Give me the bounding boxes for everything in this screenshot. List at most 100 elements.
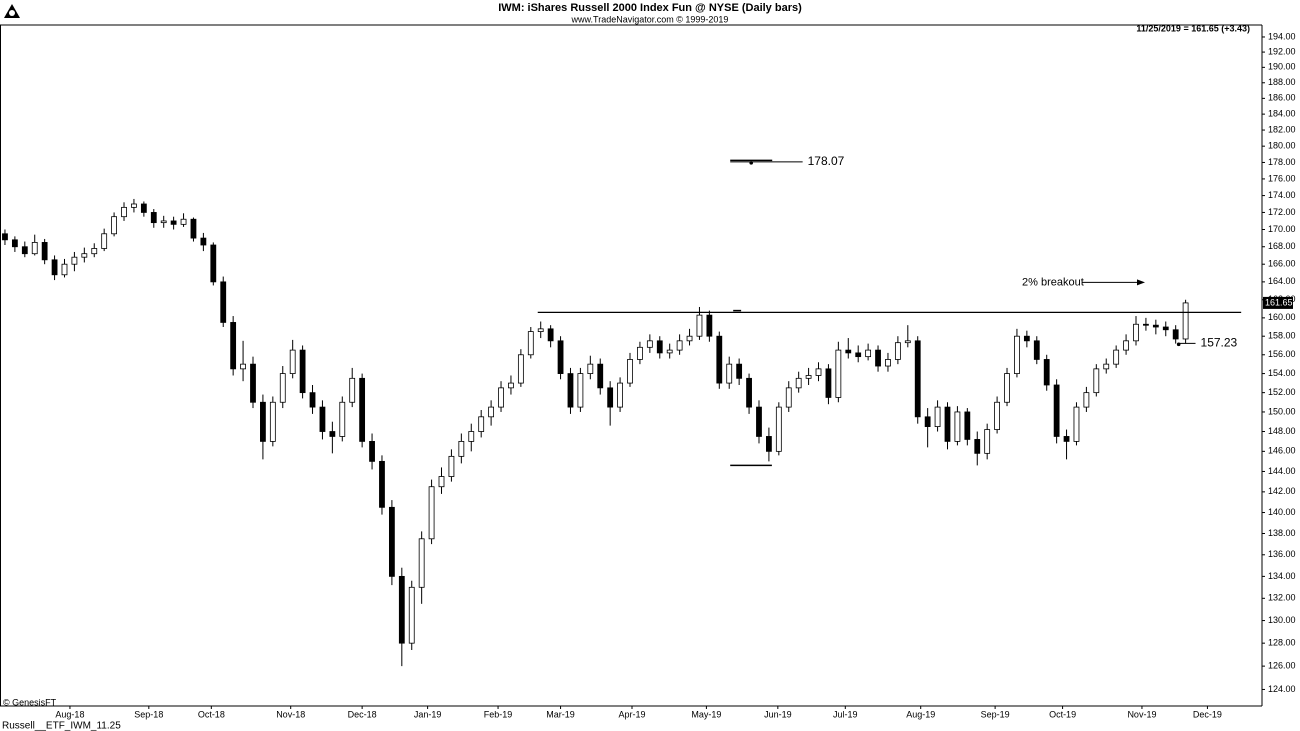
level-dot — [749, 161, 754, 165]
candle-body — [1123, 340, 1129, 351]
y-tick-label: 172.00 — [1268, 207, 1296, 217]
y-tick-label: 128.00 — [1268, 638, 1296, 648]
candle-body — [1133, 323, 1139, 342]
candle-body — [210, 244, 217, 283]
candle-body — [994, 401, 1000, 430]
candle-body — [478, 416, 485, 432]
candle-body — [91, 248, 98, 255]
x-tick-label: Dec-19 — [1193, 709, 1222, 719]
candle-body — [855, 352, 862, 358]
candle-body — [627, 359, 633, 384]
candle-body — [517, 354, 524, 384]
x-tick-label: Feb-19 — [484, 709, 513, 719]
candle-body — [1004, 373, 1010, 403]
candle-body — [785, 387, 792, 408]
y-tick-label: 154.00 — [1268, 368, 1296, 378]
candle-body — [150, 212, 157, 224]
candle-body — [498, 387, 504, 408]
y-tick-label: 178.00 — [1268, 157, 1296, 167]
x-tick-label: Dec-18 — [348, 709, 377, 719]
candle-body — [131, 203, 137, 208]
candle-body — [1053, 384, 1060, 437]
candle-body — [914, 340, 921, 418]
x-tick-label: Aug-19 — [906, 709, 935, 719]
candle-body — [438, 476, 445, 488]
candle-body — [458, 441, 465, 457]
candle-body — [934, 406, 941, 428]
candle-body — [1073, 406, 1080, 442]
candle-body — [398, 575, 405, 644]
candle-body — [379, 460, 385, 508]
candle-body — [140, 203, 147, 213]
candle-body — [2, 233, 8, 241]
y-tick-label: 156.00 — [1268, 349, 1296, 359]
x-tick-label: Sep-18 — [134, 709, 163, 719]
candle-body — [746, 377, 752, 408]
candle-body — [160, 220, 167, 224]
candle-body — [1033, 340, 1040, 360]
y-tick-label: 166.00 — [1268, 259, 1296, 269]
candle-body — [974, 439, 981, 454]
y-tick-label: 160.00 — [1268, 312, 1296, 322]
y-tick-label: 180.00 — [1268, 141, 1296, 151]
chart-subtitle: www.TradeNavigator.com © 1999-2019 — [571, 14, 729, 24]
x-tick-label: Oct-18 — [198, 709, 225, 719]
candle-body — [795, 377, 802, 389]
level-label: 157.23 — [1201, 335, 1238, 349]
candle-body — [875, 349, 881, 367]
candle-body — [716, 335, 723, 384]
y-tick-label: 174.00 — [1268, 190, 1296, 200]
y-tick-label: 164.00 — [1268, 276, 1296, 286]
candle-body — [111, 216, 117, 235]
candle-body — [527, 331, 534, 356]
candle-body — [1182, 302, 1189, 340]
copyright: © GenesisFT — [3, 697, 57, 707]
candle-body — [1093, 368, 1100, 394]
x-tick-label: Sep-19 — [981, 709, 1010, 719]
x-tick-label: May-19 — [691, 709, 721, 719]
candle-body — [31, 242, 38, 255]
candle-body — [448, 455, 455, 477]
candle-body — [388, 506, 395, 577]
candle-body — [488, 406, 495, 418]
y-tick-label: 190.00 — [1268, 62, 1296, 72]
candle-body — [339, 401, 346, 437]
level-label: 178.07 — [808, 154, 845, 168]
y-tick-label: 124.00 — [1268, 684, 1296, 694]
candle-body — [577, 373, 584, 408]
candle-body — [101, 233, 108, 249]
y-tick-label: 152.00 — [1268, 387, 1296, 397]
candle-body — [954, 411, 961, 442]
price-tag-label: 161.65 — [1265, 297, 1293, 307]
breakout-arrowhead — [1137, 279, 1145, 286]
chart-title: IWM: iShares Russell 2000 Index Fun @ NY… — [498, 2, 802, 14]
y-tick-label: 134.00 — [1268, 571, 1296, 581]
candle-body — [121, 206, 127, 218]
candle-body — [845, 349, 852, 354]
candle-body — [805, 375, 812, 379]
breakout-label: 2% breakout — [1022, 276, 1084, 288]
candle-body — [815, 368, 822, 376]
y-tick-label: 130.00 — [1268, 615, 1296, 625]
candle-body — [865, 349, 872, 358]
candle-body — [587, 363, 594, 374]
y-tick-label: 186.00 — [1268, 93, 1296, 103]
candle-body — [51, 259, 58, 276]
candle-body — [894, 342, 901, 360]
y-tick-label: 170.00 — [1268, 224, 1296, 234]
candle-body — [835, 349, 842, 398]
candle-body — [230, 322, 237, 370]
candle-body — [180, 218, 187, 225]
y-tick-label: 132.00 — [1268, 593, 1296, 603]
y-tick-label: 144.00 — [1268, 466, 1296, 476]
candle-body — [289, 349, 296, 374]
candle-body — [1083, 392, 1090, 408]
y-tick-label: 142.00 — [1268, 486, 1296, 496]
candle-body — [756, 406, 762, 437]
candle-body — [666, 349, 673, 354]
candle-body — [766, 436, 772, 452]
level-dot — [1176, 342, 1181, 347]
x-tick-label: Mar-19 — [546, 709, 575, 719]
y-tick-label: 136.00 — [1268, 549, 1296, 559]
